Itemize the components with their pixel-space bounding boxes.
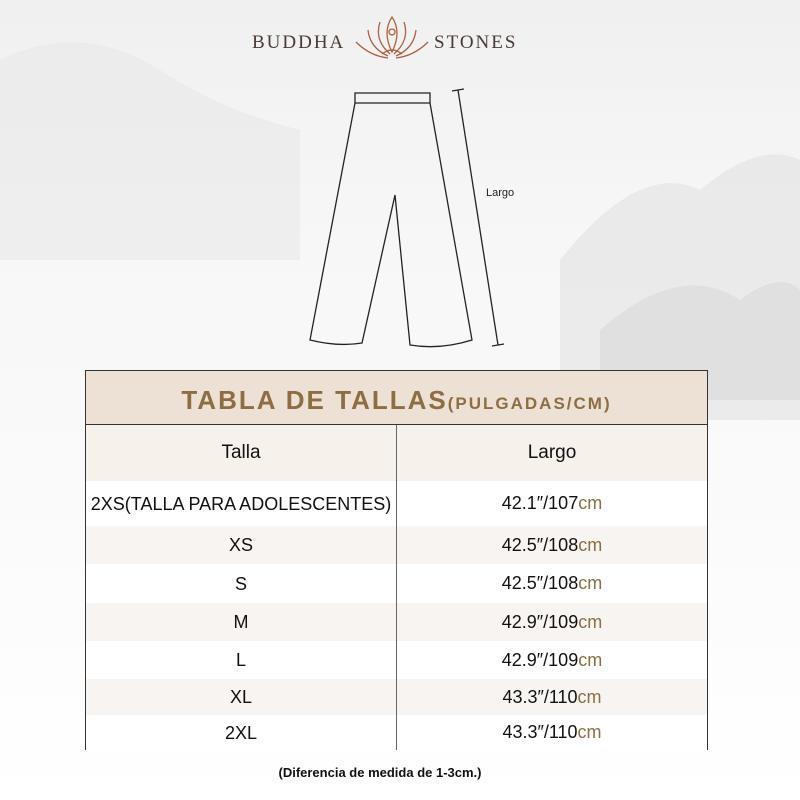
table-row: L 42.9″/109 cm: [86, 641, 707, 679]
brand-left: BUDDHA: [252, 32, 346, 53]
size-cell: S: [234, 573, 247, 594]
table-row: XS 42.5″/108 cm: [86, 526, 707, 564]
length-cell: 42.9″/109 cm: [396, 641, 707, 679]
table-row: 2XS (TALLA PARA ADOLESCENTES) 42.1″/107 cm: [86, 481, 707, 526]
table-row: M 42.9″/109 cm: [86, 603, 707, 641]
length-cell: 43.3″/110 cm: [396, 715, 707, 750]
size-cell: L: [235, 650, 246, 670]
measurement-note: (Diferencia de medida de 1-3cm.): [278, 765, 482, 780]
length-cell: 42.1″/107 cm: [396, 481, 707, 526]
header-length: Largo: [396, 425, 707, 481]
table-row: 2XL 43.3″/110 cm: [86, 715, 707, 750]
size-cell: 2XS (TALLA PARA ADOLESCENTES): [90, 493, 392, 514]
length-cell: 42.5″/108 cm: [396, 564, 707, 603]
length-cell: 43.3″/110 cm: [396, 679, 707, 715]
table-header-row: Talla Largo: [86, 425, 707, 481]
lotus-icon: [355, 15, 429, 59]
length-cell: 42.5″/108 cm: [396, 526, 707, 564]
size-cell: XS: [228, 535, 253, 555]
size-cell: M: [233, 612, 249, 632]
table-title: TABLA DE TALLAS(PULGADAS/CM): [86, 371, 707, 425]
length-cell: 42.9″/109 cm: [396, 603, 707, 641]
size-chart-table: TABLA DE TALLAS(PULGADAS/CM) Talla Largo…: [85, 370, 708, 750]
table-row: S 42.5″/108 cm: [86, 564, 707, 603]
header-size: Talla: [221, 442, 261, 463]
size-cell: 2XL: [224, 722, 258, 743]
table-row: XL 43.3″/110 cm: [86, 679, 707, 715]
measure-label: Largo: [486, 187, 515, 199]
brand-right: STONES: [434, 32, 518, 53]
size-cell: XL: [229, 687, 253, 707]
pants-diagram: [309, 88, 505, 348]
